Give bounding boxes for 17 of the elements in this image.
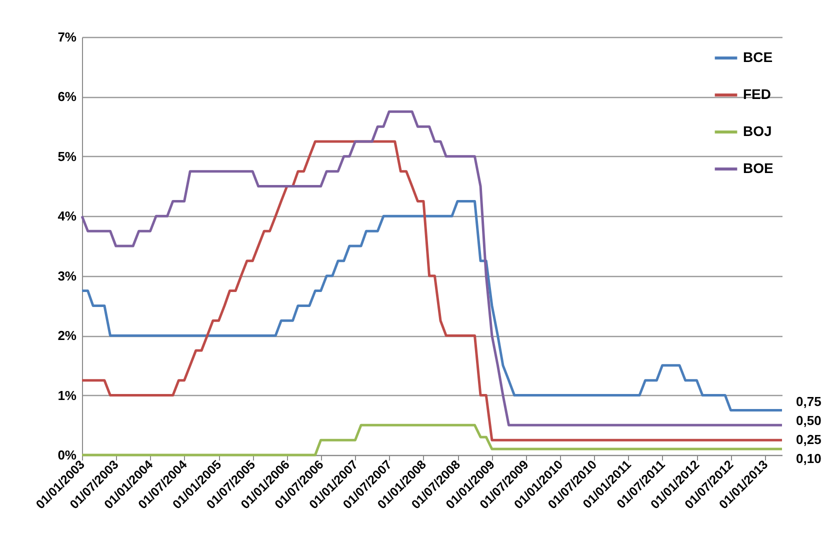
annotation: 0,50 [796,413,822,428]
legend-label: BOE [743,160,774,176]
y-tick-label: 6% [58,89,77,104]
legend-label: BCE [743,49,773,65]
y-tick-label: 0% [58,448,77,462]
y-tick-label: 1% [58,388,77,403]
y-tick-label: 7% [58,30,77,44]
y-tick-label: 2% [58,328,77,344]
legend-label: FED [743,86,771,102]
annotation: 0,10 [796,451,822,466]
annotation: 0,25 [796,432,822,448]
y-tick-label: 5% [58,148,77,164]
line-series [80,200,784,412]
y-tick-label: 4% [58,208,77,224]
legend-label: BOJ [743,123,772,139]
annotation: 0,75 [796,394,822,410]
y-tick-label: 3% [58,268,77,284]
